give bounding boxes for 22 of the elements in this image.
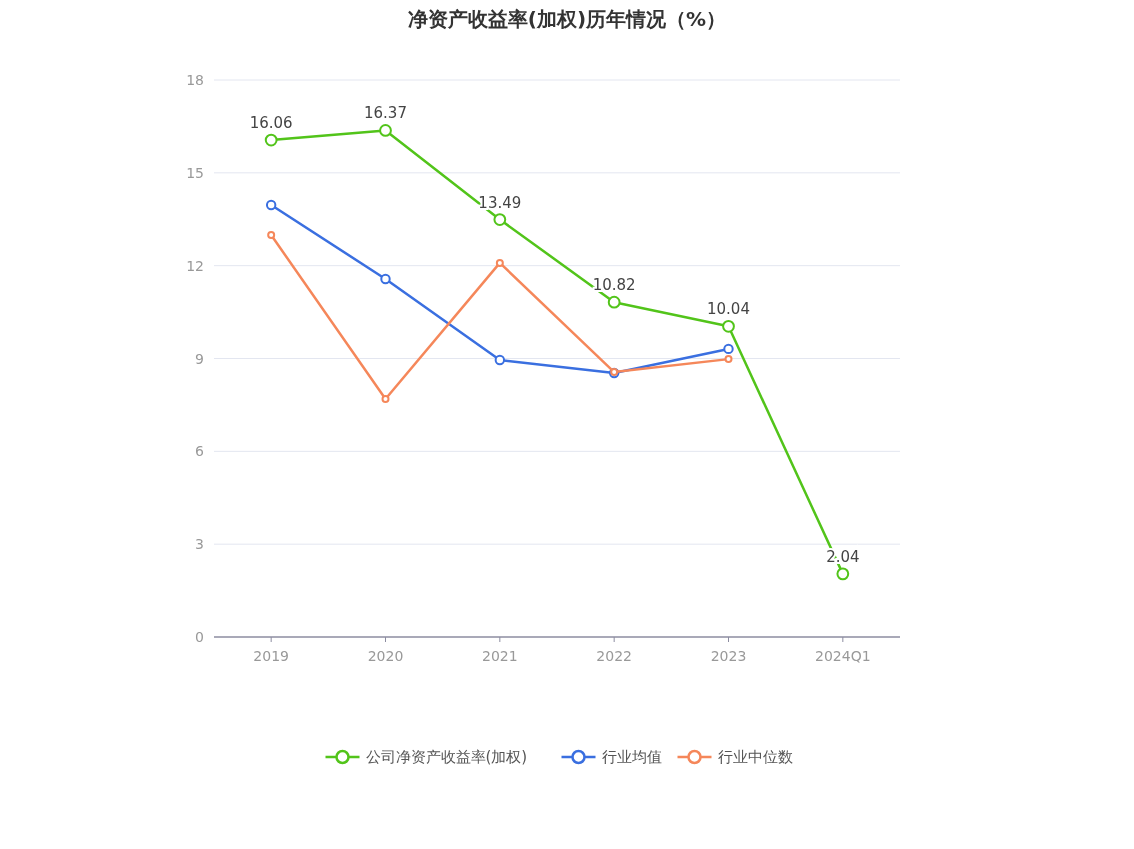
data-label: 16.06	[249, 114, 293, 133]
data-label: 10.04	[707, 300, 750, 319]
x-tick-label: 2022	[596, 648, 632, 664]
y-tick-label: 6	[195, 443, 205, 460]
y-tick-label: 0	[195, 629, 204, 645]
x-tick-label: 2024Q1	[815, 648, 871, 664]
y-tick-label: 3	[195, 536, 204, 553]
chart-title: 净资产收益率(加权)历年情况（%）	[407, 7, 727, 31]
data-label: 10.82	[592, 276, 636, 295]
x-tick-label: 2021	[482, 648, 518, 664]
x-tick-label: 2019	[253, 648, 289, 664]
data-label: 16.37	[364, 104, 407, 123]
y-tick-label: 12	[186, 257, 204, 274]
data-label: 13.49	[478, 193, 522, 212]
legend-label: 行业中位数	[717, 748, 793, 766]
y-tick-label: 9	[195, 350, 204, 367]
legend-label: 公司净资产收益率(加权)	[365, 748, 528, 766]
y-tick-label: 18	[186, 72, 204, 88]
x-tick-label: 2020	[367, 648, 404, 664]
y-tick-label: 15	[186, 164, 204, 181]
legend-label: 行业均值	[601, 748, 662, 766]
x-tick-label: 2023	[710, 648, 747, 664]
